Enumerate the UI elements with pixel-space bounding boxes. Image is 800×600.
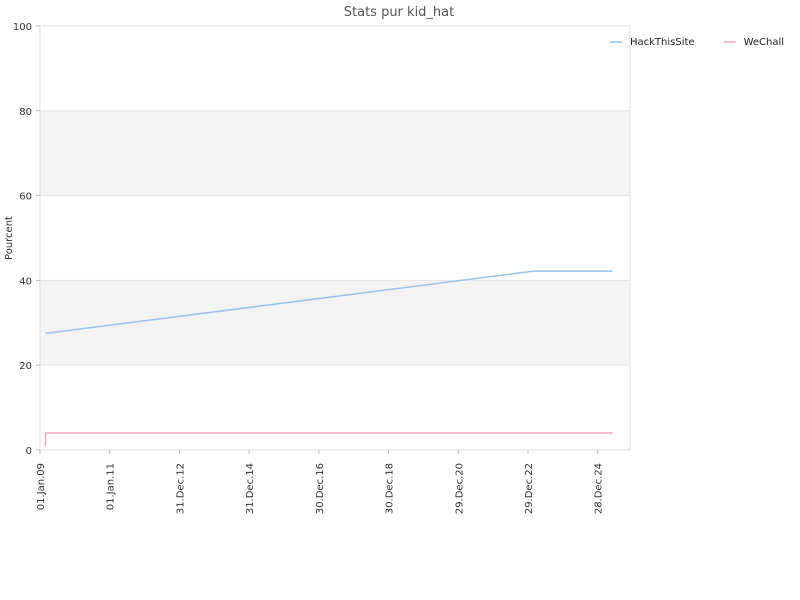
legend: HackThisSite WeChall — [610, 37, 784, 48]
x-tick-label: 30.Dec.16 — [315, 463, 326, 514]
y-tick-label: 60 — [19, 192, 32, 203]
plot-band — [40, 110, 630, 196]
y-tick-label: 80 — [19, 107, 32, 118]
x-tick-label: 29.Dec.22 — [524, 463, 535, 514]
legend-entry: WeChall — [744, 37, 784, 48]
plot-bands — [40, 110, 630, 366]
x-axis: 01.Jan.09 01.Jan.11 31.Dec.12 31.Dec.14 30.D… — [36, 450, 605, 514]
chart-title: Stats pur kid_hat — [344, 5, 454, 20]
series-line-hackthissite — [45, 270, 613, 335]
y-axis-label: Pourcent — [4, 216, 15, 260]
y-axis: 0 20 40 60 80 100 — [13, 22, 40, 457]
x-tick-label: 01.Jan.11 — [106, 463, 117, 510]
y-tick-label: 40 — [19, 276, 32, 287]
x-tick-label: 30.Dec.18 — [385, 463, 396, 514]
y-tick-label: 0 — [26, 446, 32, 457]
x-tick-label: 01.Jan.09 — [36, 463, 47, 510]
plot-border — [39, 25, 631, 451]
x-tick-label: 31.Dec.14 — [245, 463, 256, 514]
x-tick-label: 28.Dec.24 — [594, 463, 605, 514]
plot-band — [40, 280, 630, 366]
gridlines — [40, 25, 630, 451]
series-line-wechall — [44, 432, 613, 446]
x-tick-label: 29.Dec.20 — [454, 463, 465, 514]
y-tick-label: 20 — [19, 361, 32, 372]
x-tick-label: 31.Dec.12 — [175, 463, 186, 514]
legend-entry: HackThisSite — [630, 37, 695, 48]
y-tick-label: 100 — [13, 22, 32, 33]
series-lines — [44, 270, 613, 446]
